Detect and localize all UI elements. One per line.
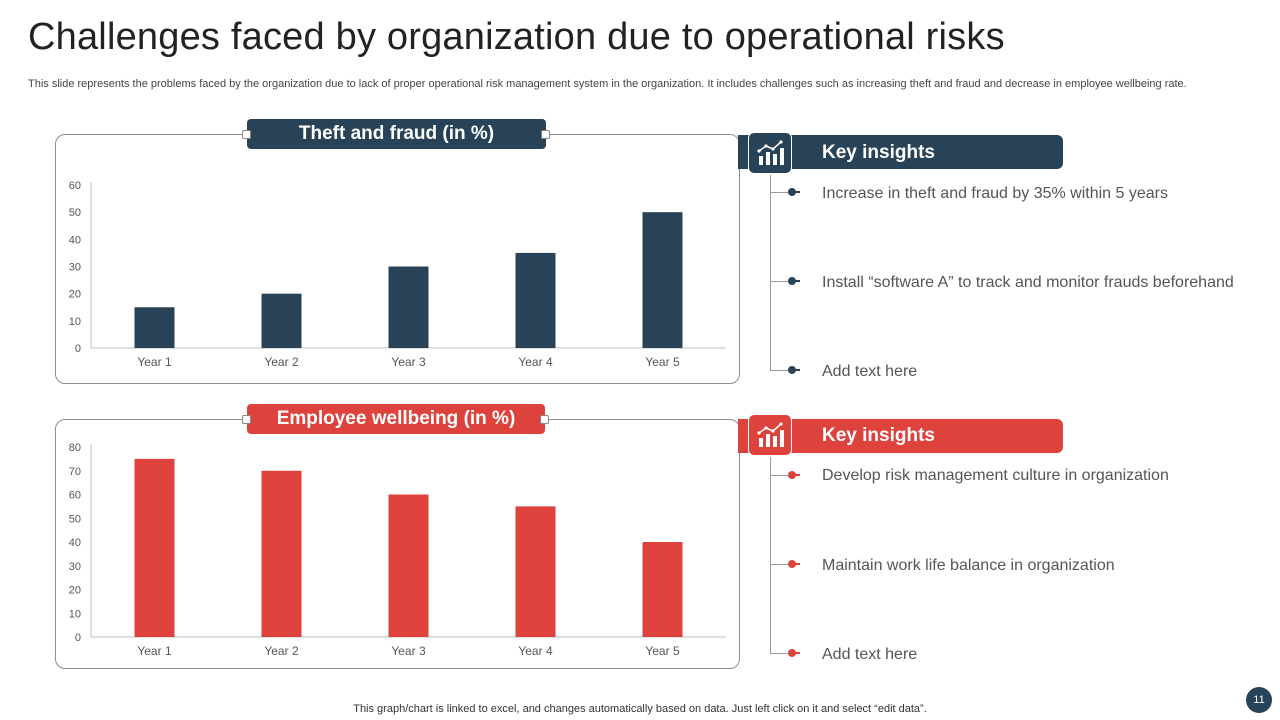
theft-fraud-chart-panel[interactable]: 0 10 20 30 40 50 60 Year 1 Year 2 Year 3 Year 4 Yea… [55, 134, 740, 384]
page-title: Challenges faced by organization due to … [28, 16, 1005, 58]
y-tick-label: 60 [69, 490, 81, 502]
y-tick-label: 30 [69, 561, 81, 573]
bar [642, 542, 683, 637]
key-insights-heading: Key insights [822, 142, 935, 163]
bar [388, 266, 429, 348]
insight-bullet-icon [788, 277, 800, 285]
chart-title-handle-right [541, 130, 550, 139]
page-number: 11 [1246, 687, 1272, 713]
theft-fraud-bar-chart[interactable]: 0 10 20 30 40 50 60 Year 1 Year 2 Year 3 Year 4 Yea… [56, 135, 739, 383]
insight-connector-2 [770, 564, 788, 565]
x-tick-label: Year 4 [518, 355, 553, 369]
key-insights-header-bar [738, 135, 1063, 169]
insight-item: Install “software A” to track and monito… [822, 274, 1234, 291]
key-insights-heading: Key insights [822, 425, 935, 446]
insight-item: Maintain work life balance in organizati… [822, 557, 1115, 574]
insight-bullet-icon [788, 471, 800, 479]
x-tick-label: Year 2 [264, 355, 299, 369]
y-tick-label: 40 [69, 234, 81, 246]
x-tick-label: Year 1 [137, 644, 172, 658]
employee-wellbeing-bar-chart[interactable]: 0 10 20 30 40 50 60 70 80 Year 1 Year 2 Year 3 Year … [56, 420, 739, 668]
key-insights-header-bar [738, 419, 1063, 453]
insight-item: Increase in theft and fraud by 35% withi… [822, 185, 1168, 202]
chart-title-handle-left [242, 130, 251, 139]
insight-connector-3 [770, 370, 788, 371]
employee-wellbeing-chart-title: Employee wellbeing (in %) [247, 404, 545, 434]
bar [515, 506, 556, 637]
footer-note: This graph/chart is linked to excel, and… [353, 703, 927, 715]
insight-connector-line [770, 457, 771, 654]
y-tick-label: 0 [75, 343, 81, 355]
x-tick-label: Year 1 [137, 355, 172, 369]
y-tick-label: 40 [69, 537, 81, 549]
y-tick-label: 80 [69, 442, 81, 454]
chart-title-handle-right [540, 415, 549, 424]
y-tick-label: 50 [69, 513, 81, 525]
insight-item: Add text here [822, 646, 918, 663]
insight-item: Develop risk management culture in organ… [822, 467, 1169, 484]
theft-fraud-chart-title: Theft and fraud (in %) [247, 119, 546, 149]
bar [515, 252, 556, 348]
insight-bullet-icon [788, 366, 800, 374]
x-tick-label: Year 3 [391, 644, 426, 658]
x-tick-label: Year 5 [645, 355, 680, 369]
bar [134, 458, 175, 637]
chart-growth-icon [748, 414, 792, 456]
insight-bullet-icon [788, 560, 800, 568]
insight-connector-1 [770, 475, 788, 476]
y-tick-label: 70 [69, 466, 81, 478]
x-tick-label: Year 4 [518, 644, 553, 658]
chart-title-handle-left [242, 415, 251, 424]
insight-connector-2 [770, 281, 788, 282]
insight-bullet-icon [788, 188, 800, 196]
x-tick-label: Year 3 [391, 355, 426, 369]
employee-wellbeing-chart-panel[interactable]: 0 10 20 30 40 50 60 70 80 Year 1 Year 2 Year 3 Year … [55, 419, 740, 669]
insight-bullet-icon [788, 649, 800, 657]
y-tick-label: 0 [75, 632, 81, 644]
x-tick-label: Year 2 [264, 644, 299, 658]
insight-item: Add text here [822, 363, 918, 380]
bar [642, 212, 683, 348]
y-tick-label: 60 [69, 180, 81, 192]
y-tick-label: 10 [69, 608, 81, 620]
y-tick-label: 50 [69, 207, 81, 219]
bar [261, 293, 302, 348]
insight-connector-3 [770, 653, 788, 654]
page-subtitle: This slide represents the problems faced… [28, 78, 1187, 90]
insight-connector-1 [770, 192, 788, 193]
chart-growth-icon [748, 132, 792, 174]
insight-connector-line [770, 175, 771, 371]
y-tick-label: 30 [69, 262, 81, 274]
y-tick-label: 20 [69, 585, 81, 597]
bar [261, 470, 302, 637]
bar [388, 494, 429, 637]
y-tick-label: 10 [69, 316, 81, 328]
bar [134, 307, 175, 348]
x-tick-label: Year 5 [645, 644, 680, 658]
y-tick-label: 20 [69, 289, 81, 301]
